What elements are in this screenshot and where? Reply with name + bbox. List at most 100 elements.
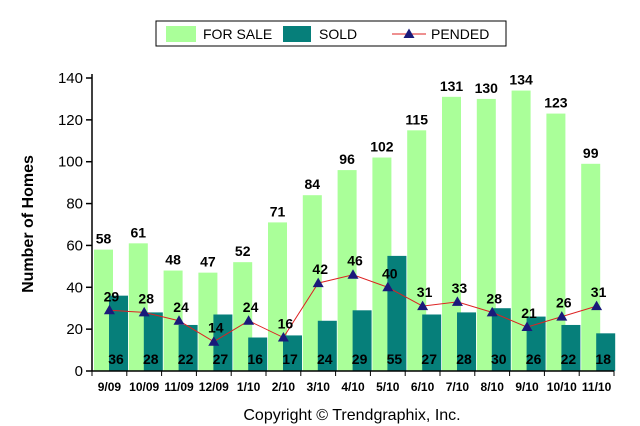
- copyright-text: Copyright © Trendgraphix, Inc.: [243, 407, 460, 424]
- legend-swatch-sold: [283, 26, 311, 42]
- sold-value-label: 36: [108, 351, 124, 367]
- sold-bar: [143, 312, 163, 371]
- pended-marker: [486, 306, 498, 317]
- legend-label-pended: PENDED: [431, 26, 489, 42]
- x-tick-label: 7/10: [446, 380, 470, 394]
- pended-value-label: 31: [591, 284, 607, 300]
- y-tick-label: 120: [58, 112, 83, 129]
- pended-marker: [243, 315, 255, 325]
- sold-value-label: 22: [178, 351, 194, 367]
- pended-value-label: 24: [173, 299, 189, 315]
- sold-bar: [213, 314, 233, 371]
- sold-value-label: 27: [421, 351, 437, 367]
- legend-label-for-sale: FOR SALE: [203, 26, 272, 42]
- data-labels: 58 61 48 47 52 71 84 96 102 115 131 130 134 123 99 36 28…: [96, 72, 611, 367]
- x-tick-label: 10/09: [129, 380, 159, 394]
- pended-value-label: 31: [417, 284, 433, 300]
- pended-marker: [138, 306, 150, 317]
- sold-bar: [422, 314, 442, 371]
- for-sale-bar: [94, 249, 113, 371]
- pended-marker: [556, 311, 568, 321]
- pended-marker: [312, 277, 324, 288]
- pended-value-label: 33: [452, 280, 468, 296]
- for-sale-bar: [581, 163, 601, 371]
- pended-value-label: 40: [382, 265, 398, 281]
- pended-line: [103, 269, 603, 346]
- for-sale-value-label: 48: [165, 252, 181, 268]
- sold-bar: [457, 312, 476, 371]
- sold-value-label: 27: [213, 351, 229, 367]
- y-tick-label: 140: [58, 70, 83, 87]
- pended-marker: [417, 300, 429, 311]
- pended-value-label: 24: [243, 299, 259, 315]
- pended-marker: [277, 332, 289, 342]
- sold-value-label: 55: [387, 351, 403, 367]
- for-sale-bar: [198, 272, 218, 371]
- for-sale-value-label: 131: [440, 78, 464, 94]
- sold-value-label: 24: [317, 351, 333, 367]
- pended-value-label: 29: [104, 288, 120, 304]
- pended-marker: [591, 300, 603, 311]
- sold-bars: [109, 255, 616, 371]
- for-sale-value-label: 61: [131, 224, 147, 240]
- x-tick-label: 5/10: [376, 380, 400, 394]
- for-sale-bar: [546, 113, 566, 371]
- sold-bar: [283, 335, 302, 371]
- sold-bar: [387, 255, 407, 371]
- sold-value-label: 28: [143, 351, 159, 367]
- pended-marker: [173, 315, 185, 325]
- pended-value-label: 14: [208, 320, 224, 336]
- for-sale-bar: [163, 270, 183, 371]
- sold-bar: [109, 295, 128, 371]
- axes: 0 20 40 60 80 100 120 140 9/09 10/09 11/09 12/09 1/1…: [58, 70, 615, 394]
- y-axis-label: Number of Homes: [20, 155, 37, 293]
- for-sale-bar: [128, 243, 148, 371]
- x-tick-label: 3/10: [307, 380, 331, 394]
- sold-bar: [561, 324, 581, 371]
- x-tick-label: 4/10: [341, 380, 365, 394]
- pended-value-label: 16: [278, 316, 294, 332]
- x-tick-label: 8/10: [481, 380, 505, 394]
- for-sale-value-label: 71: [270, 203, 286, 219]
- y-tick-label: 40: [66, 279, 83, 296]
- sold-value-label: 29: [352, 351, 368, 367]
- for-sale-value-label: 52: [235, 243, 251, 259]
- pended-marker: [382, 281, 394, 292]
- for-sale-value-label: 115: [405, 111, 428, 127]
- x-tick-label: 2/10: [272, 380, 296, 394]
- sold-bar: [178, 324, 198, 371]
- x-tick-label: 9/09: [98, 380, 122, 394]
- for-sale-value-label: 99: [583, 145, 599, 161]
- pended-value-label: 46: [347, 253, 363, 269]
- pended-value-label: 26: [556, 295, 572, 311]
- pended-value-label: 42: [312, 261, 328, 277]
- pended-marker: [347, 269, 359, 279]
- for-sale-value-label: 134: [509, 72, 533, 88]
- for-sale-bar: [268, 222, 287, 371]
- sold-bar: [491, 308, 511, 371]
- for-sale-bar: [511, 90, 531, 372]
- sold-value-label: 18: [595, 351, 611, 367]
- for-sale-bar: [302, 195, 322, 371]
- x-tick-label: 11/10: [582, 380, 612, 394]
- pended-value-label: 28: [138, 290, 154, 306]
- x-tick-label: 10/10: [547, 380, 577, 394]
- for-sale-bar: [407, 130, 427, 371]
- sold-value-label: 22: [561, 351, 577, 367]
- sold-bar: [352, 310, 372, 371]
- for-sale-bar: [233, 262, 253, 371]
- x-tick-label: 12/09: [199, 380, 229, 394]
- for-sale-value-label: 58: [96, 231, 112, 247]
- x-tick-label: 6/10: [411, 380, 435, 394]
- sold-value-label: 28: [456, 351, 472, 367]
- sold-value-label: 30: [491, 351, 507, 367]
- legend-marker-pended: [403, 28, 415, 38]
- for-sale-value-label: 102: [370, 139, 394, 155]
- y-tick-label: 0: [75, 363, 83, 380]
- x-tick-label: 9/10: [515, 380, 539, 394]
- for-sale-bar: [476, 98, 496, 371]
- legend-label-sold: SOLD: [319, 26, 357, 42]
- sold-value-label: 16: [247, 351, 263, 367]
- for-sale-bar: [372, 157, 392, 371]
